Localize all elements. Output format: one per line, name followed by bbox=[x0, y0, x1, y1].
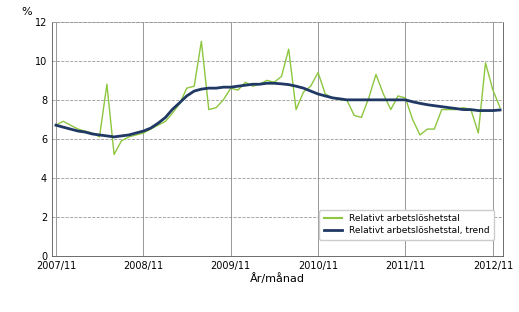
Legend: Relativt arbetslöshetstal, Relativt arbetslöshetstal, trend: Relativt arbetslöshetstal, Relativt arbe… bbox=[320, 210, 495, 240]
X-axis label: År/månad: År/månad bbox=[250, 274, 305, 284]
Y-axis label: %: % bbox=[22, 7, 32, 17]
